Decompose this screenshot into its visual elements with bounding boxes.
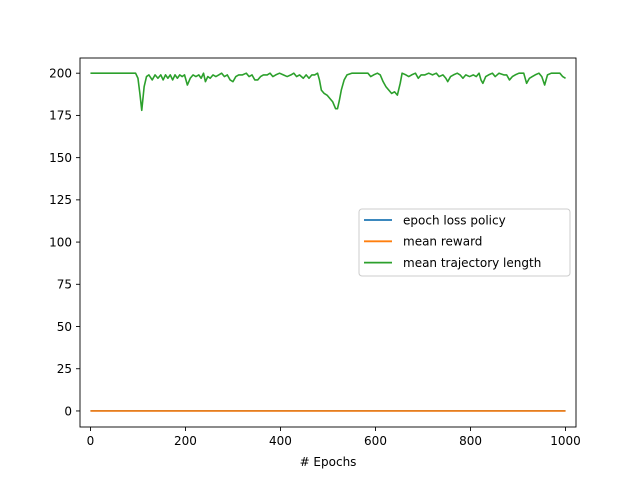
- y-tick-label-2: 50: [57, 320, 72, 334]
- axis-layer: 0 200 400 600 800 1000 0 25 50 75 100 125 150 175 200: [49, 57, 581, 448]
- x-tick-label-3: 600: [364, 434, 387, 448]
- y-tick-label-6: 150: [49, 151, 72, 165]
- x-tick-label-4: 800: [459, 434, 482, 448]
- x-tick-label-1: 200: [174, 434, 197, 448]
- y-tick-label-5: 125: [49, 193, 72, 207]
- y-tick-label-4: 100: [49, 235, 72, 249]
- y-tick-label-1: 25: [57, 362, 72, 376]
- legend-label-0: epoch loss policy: [403, 213, 506, 227]
- x-tick-label-2: 400: [269, 434, 292, 448]
- legend-label-1: mean reward: [403, 235, 482, 249]
- legend-box: [358, 208, 571, 277]
- series-line-2: [90, 72, 566, 112]
- legend-label-2: mean trajectory length: [403, 256, 541, 270]
- y-tick-label-8: 200: [49, 66, 72, 80]
- y-tick-label-7: 175: [49, 109, 72, 123]
- legend: epoch loss policy mean reward mean traject…: [358, 208, 571, 277]
- x-axis-label: # Epochs: [300, 455, 357, 469]
- y-tick-label-3: 75: [57, 278, 72, 292]
- x-tick-label-5: 1000: [550, 434, 581, 448]
- y-tick-label-0: 0: [64, 404, 72, 418]
- x-tick-label-0: 0: [87, 434, 95, 448]
- series-layer: [90, 72, 566, 412]
